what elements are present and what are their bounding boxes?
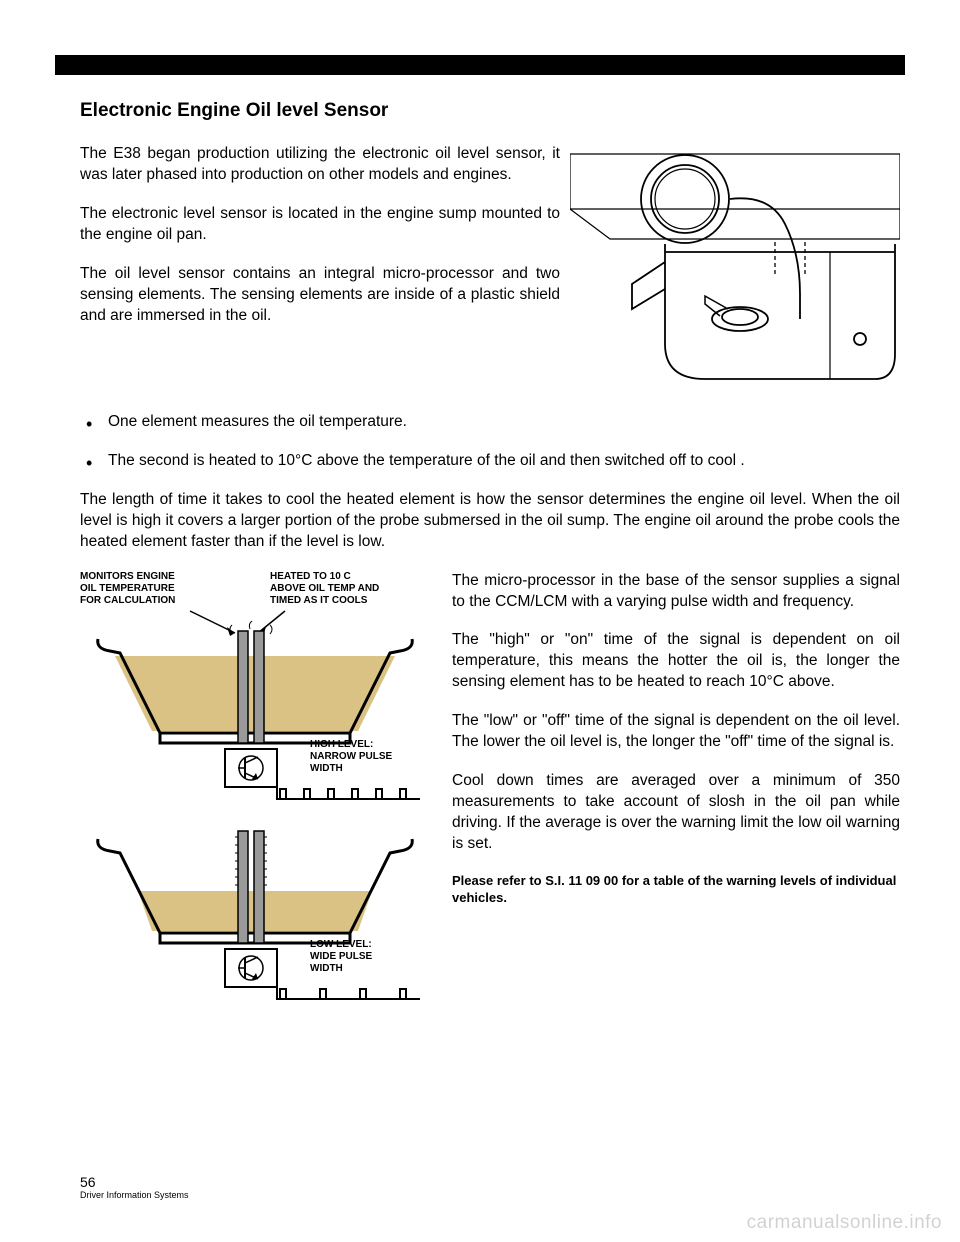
section-label: Driver Information Systems: [80, 1190, 189, 1200]
intro-p3: The oil level sensor contains an integra…: [80, 264, 560, 327]
mid-paragraph: The length of time it takes to cool the …: [80, 490, 900, 553]
label-monitors: MONITORS ENGINE OIL TEMPERATURE FOR CALC…: [80, 571, 210, 607]
bullet-2: The second is heated to 10°C above the t…: [80, 451, 900, 472]
right-p2: The "high" or "on" time of the signal is…: [452, 630, 900, 693]
bottom-row: MONITORS ENGINE OIL TEMPERATURE FOR CALC…: [80, 571, 900, 1046]
page-number: 56: [80, 1174, 189, 1190]
page-footer: 56 Driver Information Systems: [80, 1170, 189, 1200]
watermark: carmanualsonline.info: [747, 1212, 942, 1234]
header-bar: [55, 55, 905, 75]
right-p5-reference: Please refer to S.I. 11 09 00 for a tabl…: [452, 873, 900, 907]
intro-row: The E38 began production utilizing the e…: [80, 144, 900, 394]
right-p3: The "low" or "off" time of the signal is…: [452, 711, 900, 753]
label-high: HIGH LEVEL: NARROW PULSE WIDTH: [310, 739, 420, 775]
oil-level-diagram: MONITORS ENGINE OIL TEMPERATURE FOR CALC…: [80, 571, 430, 1046]
right-p4: Cool down times are averaged over a mini…: [452, 771, 900, 855]
right-text-column: The micro-processor in the base of the s…: [452, 571, 900, 1046]
page-content: Electronic Engine Oil level Sensor The E…: [80, 100, 900, 1162]
right-p1: The micro-processor in the base of the s…: [452, 571, 900, 613]
engine-diagram: [570, 144, 900, 394]
label-low: LOW LEVEL: WIDE PULSE WIDTH: [310, 939, 420, 975]
bullet-list: One element measures the oil temperature…: [80, 412, 900, 472]
intro-text-block: The E38 began production utilizing the e…: [80, 144, 560, 394]
label-heated: HEATED TO 10 C ABOVE OIL TEMP AND TIMED …: [270, 571, 420, 607]
intro-p2: The electronic level sensor is located i…: [80, 204, 560, 246]
intro-p1: The E38 began production utilizing the e…: [80, 144, 560, 186]
bullet-1: One element measures the oil temperature…: [80, 412, 900, 433]
page-title: Electronic Engine Oil level Sensor: [80, 100, 900, 122]
